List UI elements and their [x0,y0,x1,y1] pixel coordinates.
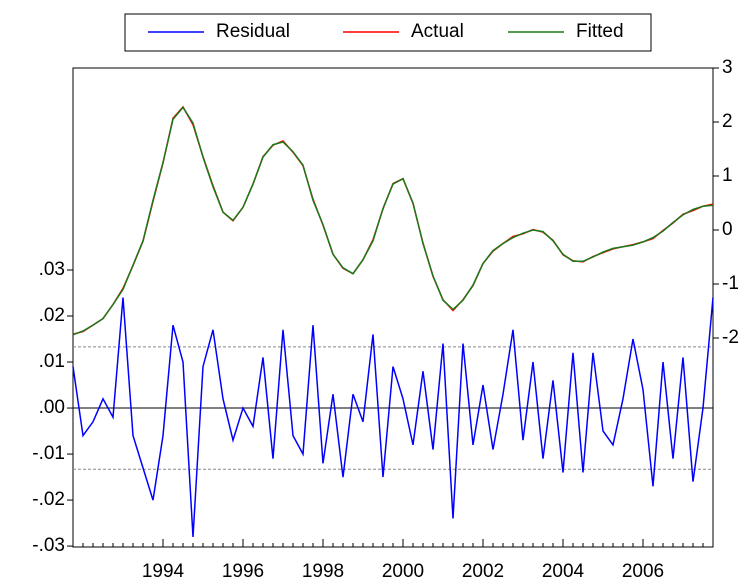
legend-label: Residual [216,21,290,42]
y2-tick-label: 1 [722,165,733,186]
x-tick-label: 2002 [462,561,504,582]
y-tick-label: .00 [39,397,65,418]
y-tick-label: .01 [39,351,65,372]
legend-label: Fitted [576,21,624,42]
x-tick-label: 1996 [222,561,264,582]
x-tick-label: 2004 [542,561,585,582]
series-line [72,297,714,537]
series-line [72,106,714,336]
y-tick-label: -.03 [32,535,65,556]
y2-tick-label: -2 [722,327,739,348]
series-line [72,105,714,335]
x-tick-label: 2006 [622,561,664,582]
y-tick-label: .03 [39,259,65,280]
x-tick-label: 2000 [382,561,424,582]
y2-tick-label: -1 [722,273,739,294]
y-tick-label: -.01 [32,443,65,464]
y2-tick-label: 3 [722,57,733,78]
y-tick-label: .02 [39,305,65,326]
legend-label: Actual [411,21,464,42]
y-tick-label: -.02 [32,489,65,510]
x-tick-label: 1994 [142,561,185,582]
x-tick-label: 1998 [302,561,344,582]
y2-tick-label: 2 [722,111,733,132]
y2-tick-label: 0 [722,219,733,240]
